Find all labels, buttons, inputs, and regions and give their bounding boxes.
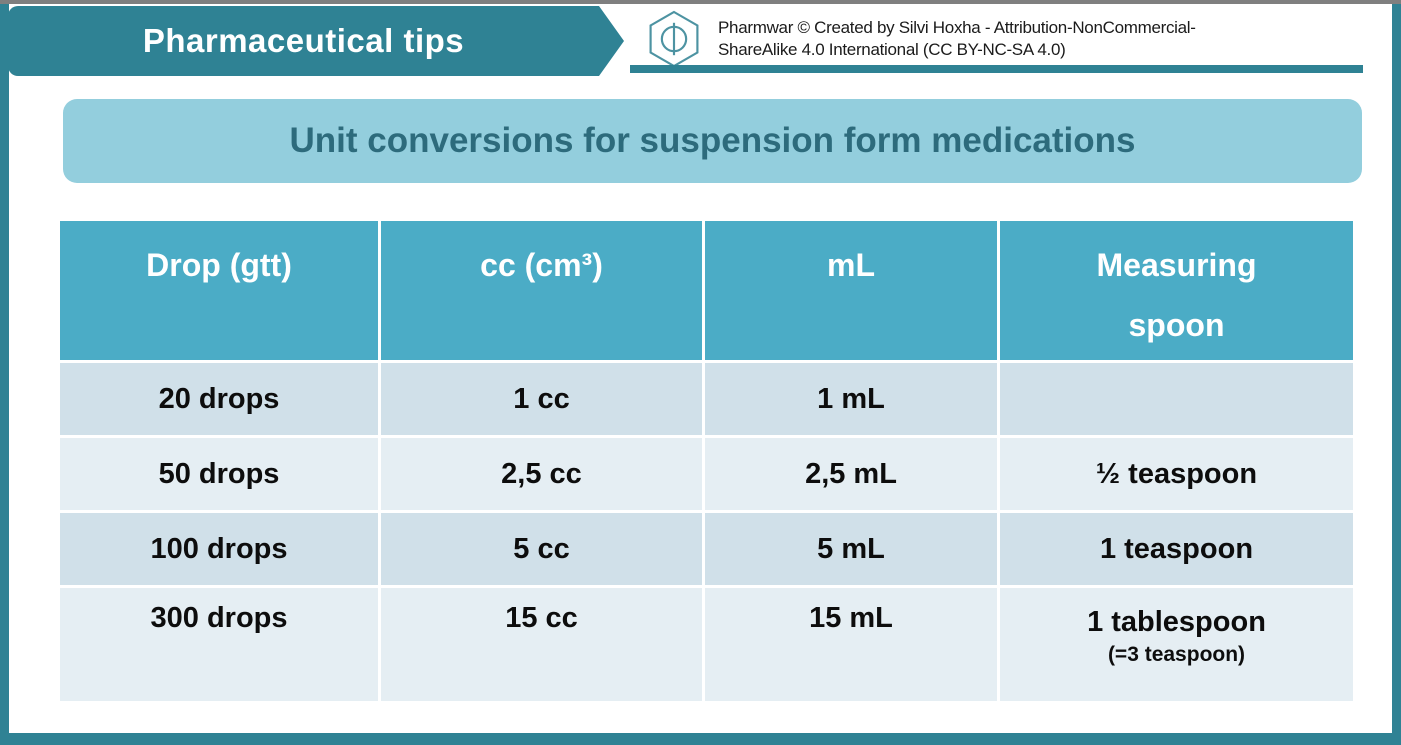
header-banner: Pharmaceutical tips [8,6,624,76]
table-cell: ½ teaspoon [1000,438,1353,510]
conversion-table: Drop (gtt) cc (cm³) mL Measuring spoon 2… [60,221,1353,701]
table-cell: 15 mL [705,588,997,701]
table-cell: 50 drops [60,438,378,510]
header-banner-label: Pharmaceutical tips [142,22,465,59]
table-cell: 300 drops [60,588,378,701]
table-cell [1000,363,1353,435]
table-cell: 15 cc [381,588,702,701]
table-cell: 1 tablespoon (=3 teaspoon) [1000,588,1353,701]
table-cell: 2,5 cc [381,438,702,510]
bottom-frame-bar [0,733,1401,745]
attribution-text: Pharmwar © Created by Silvi Hoxha - Attr… [718,17,1378,61]
table-cell: 5 cc [381,513,702,585]
column-header-drop: Drop (gtt) [60,221,378,360]
title-banner: Unit conversions for suspension form med… [63,99,1362,183]
table-cell: 100 drops [60,513,378,585]
column-header-spoon: Measuring spoon [1000,221,1353,360]
table-cell: 2,5 mL [705,438,997,510]
column-header-ml: mL [705,221,997,360]
table-cell: 20 drops [60,363,378,435]
page-title: Unit conversions for suspension form med… [289,121,1136,160]
left-frame-border [0,4,9,745]
attribution-line-1: Pharmwar © Created by Silvi Hoxha - Attr… [718,18,1196,37]
table-cell: 5 mL [705,513,997,585]
attribution-line-2: ShareAlike 4.0 International (CC BY-NC-S… [718,40,1066,59]
phi-hexagon-icon [647,10,701,68]
table-cell: 1 teaspoon [1000,513,1353,585]
header-underline-bar [630,65,1363,73]
table-cell-footnote: (=3 teaspoon) [1107,643,1246,666]
table-cell-main: 1 tablespoon [1087,606,1266,638]
right-frame-border [1392,4,1401,745]
column-header-cc: cc (cm³) [381,221,702,360]
table-cell: 1 mL [705,363,997,435]
table-cell: 1 cc [381,363,702,435]
top-gray-strip [0,0,1401,4]
